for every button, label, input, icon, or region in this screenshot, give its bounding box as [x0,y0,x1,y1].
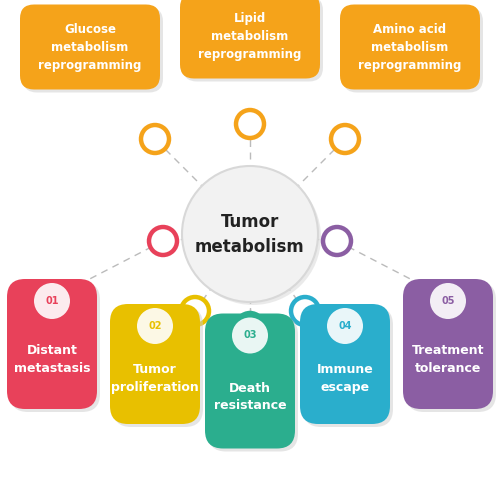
Circle shape [323,227,351,255]
FancyBboxPatch shape [20,4,160,89]
Circle shape [181,297,209,325]
Text: 01: 01 [45,296,59,306]
FancyBboxPatch shape [180,0,320,78]
FancyBboxPatch shape [113,307,203,427]
Circle shape [149,227,177,255]
Text: Treatment
tolerance: Treatment tolerance [412,344,484,375]
FancyBboxPatch shape [7,279,97,409]
Text: 03: 03 [243,330,257,340]
Circle shape [291,297,319,325]
Text: 02: 02 [148,321,162,331]
Text: Tumor
metabolism: Tumor metabolism [195,213,305,255]
FancyBboxPatch shape [340,4,480,89]
FancyBboxPatch shape [406,282,496,412]
Text: Lipid
metabolism
reprogramming: Lipid metabolism reprogramming [198,11,302,60]
FancyBboxPatch shape [208,316,298,452]
Text: 05: 05 [442,296,455,306]
Text: Immune
escape: Immune escape [316,363,374,394]
FancyBboxPatch shape [205,313,295,449]
Circle shape [236,110,264,138]
FancyBboxPatch shape [183,0,323,81]
Text: 04: 04 [338,321,352,331]
FancyBboxPatch shape [300,304,390,424]
Circle shape [327,308,363,344]
Text: Glucose
metabolism
reprogramming: Glucose metabolism reprogramming [38,22,142,71]
FancyBboxPatch shape [343,7,483,92]
FancyBboxPatch shape [403,279,493,409]
Text: Death
resistance: Death resistance [214,382,286,413]
FancyBboxPatch shape [110,304,200,424]
Circle shape [185,169,321,305]
FancyBboxPatch shape [10,282,100,412]
Text: Tumor
proliferation: Tumor proliferation [111,363,199,394]
Circle shape [34,283,70,319]
Circle shape [141,125,169,153]
Circle shape [331,125,359,153]
Circle shape [430,283,466,319]
FancyBboxPatch shape [23,7,163,92]
Text: Amino acid
metabolism
reprogramming: Amino acid metabolism reprogramming [358,22,462,71]
FancyBboxPatch shape [303,307,393,427]
Circle shape [232,317,268,353]
Circle shape [182,166,318,302]
Text: Distant
metastasis: Distant metastasis [14,344,90,375]
Circle shape [137,308,173,344]
Circle shape [236,313,264,341]
